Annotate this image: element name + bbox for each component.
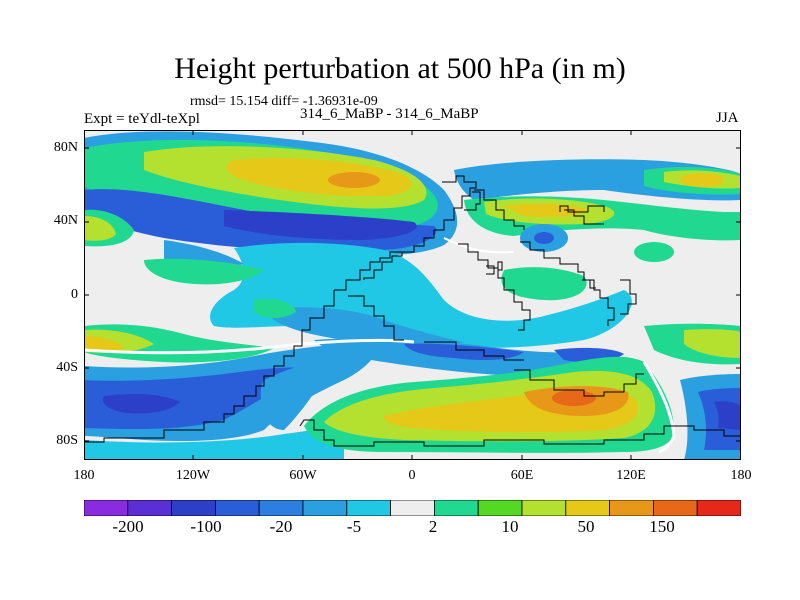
colorbar-label: -200	[112, 517, 144, 536]
contour-region	[84, 367, 304, 430]
contour-region	[254, 298, 296, 318]
colorbar-label: 150	[649, 517, 675, 536]
contour-region	[224, 210, 417, 240]
contour-region	[714, 401, 741, 430]
lon-tick-label: 60W	[289, 468, 317, 483]
colorbar-label: -20	[269, 517, 293, 536]
contour-region	[634, 242, 674, 262]
colorbar-swatch	[477, 500, 523, 516]
lat-tick-label: 0	[71, 287, 78, 302]
lon-tick-label: 0	[408, 468, 416, 483]
contour-region	[84, 336, 124, 352]
height-perturbation-map	[84, 130, 741, 460]
colorbar-swatch	[565, 500, 610, 516]
contour-region	[84, 216, 116, 241]
contour-region	[260, 358, 334, 430]
colorbar-swatch	[521, 500, 567, 516]
season-label: JJA	[716, 110, 739, 126]
colorbar-label: 50	[577, 517, 595, 536]
continent-outlines	[84, 175, 741, 447]
lat-tick-label: 40N	[53, 213, 78, 228]
contour-line	[84, 338, 415, 355]
colorbar-swatch	[653, 500, 698, 516]
lon-tick-label: 60E	[510, 468, 534, 483]
colorbar-label: -100	[190, 517, 222, 536]
contour-region	[684, 329, 741, 358]
contour-region	[534, 232, 554, 244]
colorbar-label: -5	[346, 517, 362, 536]
colorbar	[84, 500, 741, 516]
lon-tick-label: 120E	[616, 468, 646, 483]
colorbar-swatch	[302, 500, 348, 516]
contour-region	[552, 390, 596, 406]
map-title: Height perturbation at 500 hPa (in m)	[174, 52, 626, 85]
colorbar-swatch	[127, 500, 172, 516]
contour-region	[328, 172, 380, 188]
contour-region	[680, 173, 724, 187]
contour-region	[501, 267, 587, 301]
colorbar-swatch	[258, 500, 304, 516]
colorbar-swatch	[696, 500, 741, 516]
contour-region	[102, 394, 180, 414]
lat-tick-label: 80N	[53, 140, 78, 155]
colorbar-swatch	[171, 500, 216, 516]
experiment-label: Expt = teYdl-teXpl	[84, 111, 200, 127]
colorbar-swatch	[214, 500, 260, 516]
lon-tick-label: 180	[73, 468, 95, 483]
lat-tick-label: 40S	[56, 360, 78, 375]
colorbar-swatch	[84, 500, 129, 516]
colorbar-swatch	[390, 500, 435, 516]
lon-tick-label: 120W	[175, 468, 211, 483]
contour-region	[84, 428, 344, 460]
colorbar-swatch	[346, 500, 391, 516]
map-ticks	[84, 130, 741, 460]
contour-fill-layer	[84, 130, 741, 460]
colorbar-label: 2	[428, 517, 438, 536]
colorbar-swatch	[433, 500, 479, 516]
lat-tick-label: 80S	[56, 433, 78, 448]
colorbar-swatch	[609, 500, 654, 516]
contour-region	[144, 258, 264, 285]
stats-text: rmsd= 15.154 diff= -1.36931e-09	[190, 94, 378, 109]
contour-line	[443, 237, 515, 254]
colorbar-label: 10	[501, 517, 519, 536]
contour-region	[264, 307, 464, 346]
contour-line	[642, 361, 676, 454]
subtitle: 314_6_MaBP - 314_6_MaBP	[300, 106, 479, 122]
lon-tick-label: 180	[730, 468, 752, 483]
contour-region	[474, 177, 554, 189]
